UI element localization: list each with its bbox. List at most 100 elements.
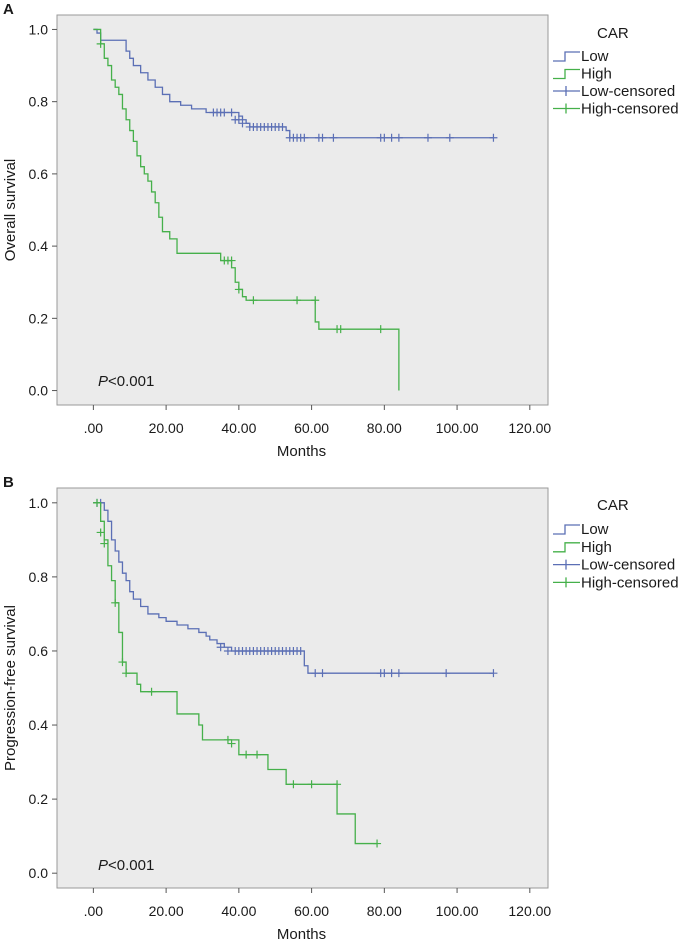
- plot-area: [56, 487, 549, 889]
- legend-label-high-censored: High-censored: [581, 574, 679, 591]
- censor-mark-high: [336, 325, 345, 334]
- x-tick-label: 80.00: [367, 903, 402, 919]
- censor-mark-high: [227, 739, 236, 748]
- censor-mark-high: [93, 498, 102, 507]
- y-tick-label: 0.2: [29, 310, 49, 326]
- censor-mark-low: [318, 669, 327, 678]
- legend-label-high: High: [581, 66, 612, 83]
- censor-mark-high: [96, 528, 105, 537]
- censor-mark-low: [227, 108, 236, 117]
- legend-title: CAR: [597, 25, 629, 42]
- panel-label: A: [3, 1, 14, 18]
- plot-area: [56, 14, 549, 406]
- censor-mark-high: [376, 325, 385, 334]
- censor-mark-low: [278, 122, 287, 131]
- censor-mark-low: [223, 646, 232, 655]
- p-italic: P: [98, 857, 108, 874]
- censor-mark-low: [442, 669, 451, 678]
- y-tick-label: 0.0: [29, 865, 49, 881]
- censor-mark-low: [394, 133, 403, 142]
- legend-symbol-high-censored: [553, 103, 580, 114]
- x-tick-label: 120.00: [508, 903, 551, 919]
- x-tick-label: 20.00: [149, 903, 184, 919]
- censor-mark-high: [111, 598, 120, 607]
- censor-mark-high: [289, 780, 298, 789]
- x-axis-title: Months: [277, 443, 326, 460]
- x-tick-label: 40.00: [221, 903, 256, 919]
- legend-title: CAR: [597, 497, 629, 514]
- censor-mark-low: [489, 133, 498, 142]
- p-rest: <0.001: [108, 857, 154, 874]
- censor-mark-high: [307, 780, 316, 789]
- censor-mark-high: [223, 735, 232, 744]
- y-tick-label: 0.8: [29, 569, 49, 585]
- x-tick-label: 100.00: [436, 903, 479, 919]
- y-tick-label: 0.4: [29, 238, 49, 254]
- censor-mark-high: [96, 39, 105, 48]
- censor-mark-low: [380, 133, 389, 142]
- panel-A: A 0.0 0.2 0.4 0.6 0.8 1.0 .00 20.00 40.00 60.00 80.…: [2, 1, 679, 460]
- y-tick-label: 0.6: [29, 643, 49, 659]
- legend-label-high-censored: High-censored: [581, 101, 679, 118]
- censor-mark-high: [118, 658, 127, 667]
- legend-label-low: Low: [581, 48, 609, 65]
- legend-label-high: High: [581, 539, 612, 556]
- panel-B: B 0.0 0.2 0.4 0.6 0.8 1.0 .00 20.00 40.00 60.00 80.…: [2, 474, 679, 943]
- censor-mark-high: [253, 750, 262, 759]
- series-line-low: [93, 502, 494, 674]
- x-tick-label: .00: [84, 420, 104, 436]
- censor-mark-low: [311, 669, 320, 678]
- y-tick-label: 0.0: [29, 383, 49, 399]
- legend-symbol-high: [553, 542, 580, 553]
- p-value-annotation: P<0.001: [98, 857, 154, 874]
- y-tick-label: 0.6: [29, 166, 49, 182]
- legend-symbol-high-censored: [553, 577, 580, 588]
- censor-mark-low: [394, 669, 403, 678]
- y-tick-label: 0.8: [29, 94, 49, 110]
- x-axis-title: Months: [277, 926, 326, 941]
- censor-mark-low: [216, 643, 225, 652]
- x-tick-label: 20.00: [149, 420, 184, 436]
- censor-mark-low: [220, 108, 229, 117]
- p-rest: <0.001: [108, 373, 154, 390]
- censor-mark-low: [296, 646, 305, 655]
- legend-symbol-low-censored: [553, 86, 580, 96]
- x-tick-label: 100.00: [436, 420, 479, 436]
- censor-mark-low: [329, 133, 338, 142]
- legend-symbol-low: [553, 524, 580, 535]
- censor-mark-low: [234, 115, 243, 124]
- y-tick-label: 0.2: [29, 791, 49, 807]
- censor-mark-low: [300, 133, 309, 142]
- series-line-low: [93, 28, 494, 139]
- censor-mark-low: [318, 133, 327, 142]
- censor-mark-high: [234, 285, 243, 294]
- censor-mark-high: [311, 296, 320, 305]
- censor-mark-high: [249, 296, 258, 305]
- censor-mark-low: [238, 119, 247, 128]
- x-tick-label: 40.00: [221, 420, 256, 436]
- x-tick-label: 60.00: [294, 903, 329, 919]
- legend-symbol-high: [553, 68, 580, 80]
- x-tick-label: 60.00: [294, 420, 329, 436]
- p-value-annotation: P<0.001: [98, 373, 154, 390]
- censor-mark-high: [333, 780, 342, 789]
- legend-label-low-censored: Low-censored: [581, 83, 675, 100]
- censor-mark-low: [387, 669, 396, 678]
- y-axis-title: Progression-free survival: [2, 605, 19, 771]
- censor-mark-high: [293, 296, 302, 305]
- y-axis-title: Overall survival: [2, 159, 19, 262]
- censor-mark-high: [147, 687, 156, 696]
- censor-mark-low: [423, 133, 432, 142]
- censor-mark-low: [489, 669, 498, 678]
- censor-mark-high: [100, 539, 109, 548]
- censor-mark-low: [387, 133, 396, 142]
- legend-label-low-censored: Low-censored: [581, 557, 675, 574]
- censor-mark-high: [373, 839, 382, 848]
- censor-mark-high: [122, 669, 131, 678]
- x-tick-label: 120.00: [508, 420, 551, 436]
- censor-mark-high: [227, 256, 236, 265]
- legend-label-low: Low: [581, 521, 609, 538]
- series-line-high: [93, 502, 378, 845]
